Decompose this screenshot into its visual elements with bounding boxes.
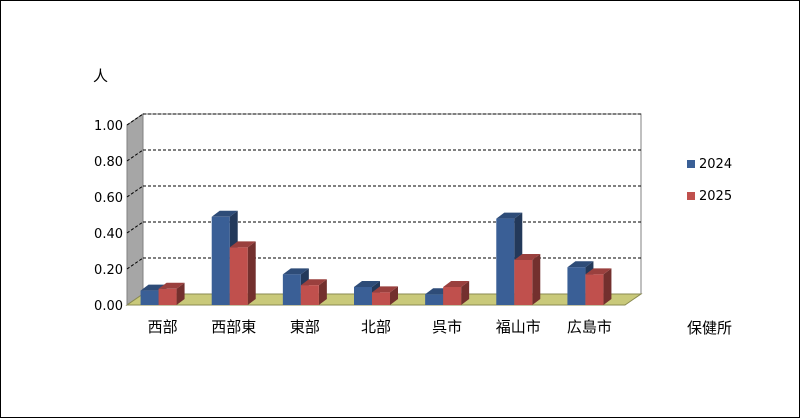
y-tick-labels: 0.00 0.20 0.40 0.60 0.80 1.00 <box>94 119 123 314</box>
x-tick-label-3: 北部 <box>361 318 391 336</box>
bar-front-2025-3 <box>372 292 390 305</box>
bar-top-2025-6 <box>585 268 612 275</box>
bar-top-2025-3 <box>372 286 398 293</box>
bar-top-2025-4 <box>443 281 470 287</box>
bar-side-2025-6 <box>603 268 612 305</box>
bar-side-2025-1 <box>247 241 256 305</box>
bar-side-2025-3 <box>390 286 398 305</box>
bar-top-2025-5 <box>514 254 541 260</box>
x-tick-label-5: 福山市 <box>496 318 541 336</box>
bar-side-2025-5 <box>532 254 541 305</box>
legend-swatch-2025 <box>687 192 695 200</box>
bar-front-2024-3 <box>354 287 372 305</box>
bar-top-2024-6 <box>567 261 594 268</box>
bar-2025-0 <box>158 282 185 305</box>
bar-front-2024-5 <box>496 218 515 305</box>
bar-front-2025-6 <box>585 274 604 305</box>
legend-item-2024: 2024 <box>687 156 732 172</box>
bars <box>140 210 612 305</box>
bar-front-2025-0 <box>158 288 177 305</box>
bar-front-2025-2 <box>300 285 319 305</box>
bar-2025-6 <box>585 268 612 305</box>
bar-top-2024-3 <box>354 281 380 287</box>
bar-front-2024-0 <box>140 290 159 305</box>
legend-label-2025: 2025 <box>699 188 733 204</box>
bar-top-2024-2 <box>282 268 309 275</box>
x-tick-label-0: 西部 <box>148 318 178 336</box>
bar-front-2024-1 <box>211 216 230 305</box>
bar-top-2024-5 <box>496 212 523 219</box>
bar-front-2025-5 <box>514 260 533 305</box>
gridline-side-1 <box>126 257 144 270</box>
bar-front-2025-4 <box>443 287 462 305</box>
y-tick-label-3: 0.60 <box>94 191 123 206</box>
bar-front-2025-1 <box>229 247 248 305</box>
plot-background <box>125 113 643 306</box>
y-tick-label-0: 0.00 <box>94 299 123 314</box>
legend-swatch-2024 <box>687 160 695 168</box>
x-tick-label-4: 呉市 <box>432 318 462 336</box>
legend: 2024 2025 <box>687 156 732 220</box>
bar-side-2025-0 <box>176 282 185 305</box>
y-tick-label-2: 0.40 <box>94 227 123 242</box>
bar-2025-5 <box>514 254 541 305</box>
bar-front-2024-2 <box>282 274 301 305</box>
legend-item-2025: 2025 <box>687 188 732 204</box>
gridline-side-5 <box>126 113 144 126</box>
y-tick-label-1: 0.20 <box>94 263 123 278</box>
y-tick-label-5: 1.00 <box>94 119 123 134</box>
bar-top-2024-1 <box>211 210 238 217</box>
bar-2025-3 <box>372 286 398 305</box>
legend-label-2024: 2024 <box>699 156 733 172</box>
plot-side-wall <box>126 113 144 306</box>
bar-top-2025-0 <box>158 282 185 289</box>
x-tick-labels: 西部 西部東 東部 北部 呉市 福山市 広島市 <box>148 318 612 336</box>
bar-front-2024-4 <box>425 294 444 305</box>
y-tick-label-4: 0.80 <box>94 155 123 170</box>
x-tick-label-1: 西部東 <box>211 318 256 336</box>
bar-side-2025-2 <box>318 279 327 305</box>
bar-2025-1 <box>229 241 256 305</box>
x-tick-label-6: 広島市 <box>567 318 612 336</box>
gridline-side-3 <box>126 185 144 198</box>
x-axis-label: 保健所 <box>687 319 733 337</box>
y-axis-label: 人 <box>93 67 109 85</box>
bar-top-2025-1 <box>229 241 256 248</box>
bar-side-2025-4 <box>461 281 470 305</box>
gridline-side-2 <box>126 221 144 234</box>
bar-2025-4 <box>443 281 470 305</box>
bar-top-2025-2 <box>300 279 327 286</box>
bar-2025-2 <box>300 279 327 305</box>
x-tick-label-2: 東部 <box>290 318 320 336</box>
gridline-side-4 <box>126 149 144 162</box>
bar-front-2024-6 <box>567 267 586 305</box>
